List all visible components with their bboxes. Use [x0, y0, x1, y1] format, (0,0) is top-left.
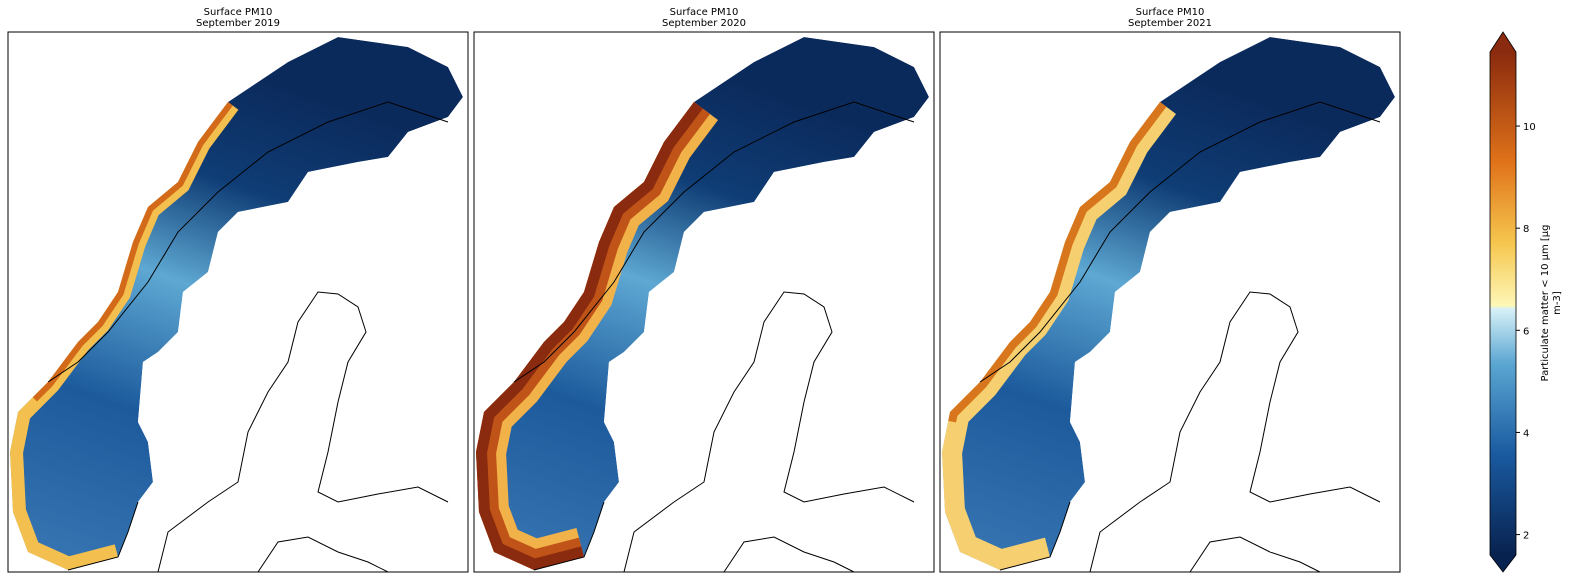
panel-subtitle: September 2019: [196, 18, 280, 29]
panel-title: Surface PM10: [670, 7, 739, 18]
panel-title: Surface PM10: [204, 7, 273, 18]
map-panel: [939, 31, 1401, 573]
panel-subtitle: September 2020: [662, 18, 746, 29]
colorbar-tick-label: 6: [1523, 326, 1529, 337]
map-panel: [473, 31, 935, 573]
colorbar-tick-label: 4: [1523, 428, 1529, 439]
colorbar-tick-label: 10: [1523, 122, 1536, 133]
colorbar-extend: [1490, 555, 1516, 572]
colorbar-label: m-3]: [1552, 291, 1563, 315]
colorbar-extend: [1490, 32, 1516, 52]
colorbar: [1489, 31, 1517, 573]
colorbar-tick-label: 2: [1523, 531, 1529, 542]
colorbar-label: Particulate matter < 10 µm [µg: [1540, 224, 1551, 381]
colorbar-ramp: [1490, 52, 1516, 555]
panel-title: Surface PM10: [1136, 7, 1205, 18]
map-panel: [7, 31, 469, 573]
colorbar-tick-label: 8: [1523, 224, 1529, 235]
panel-subtitle: September 2021: [1128, 18, 1212, 29]
